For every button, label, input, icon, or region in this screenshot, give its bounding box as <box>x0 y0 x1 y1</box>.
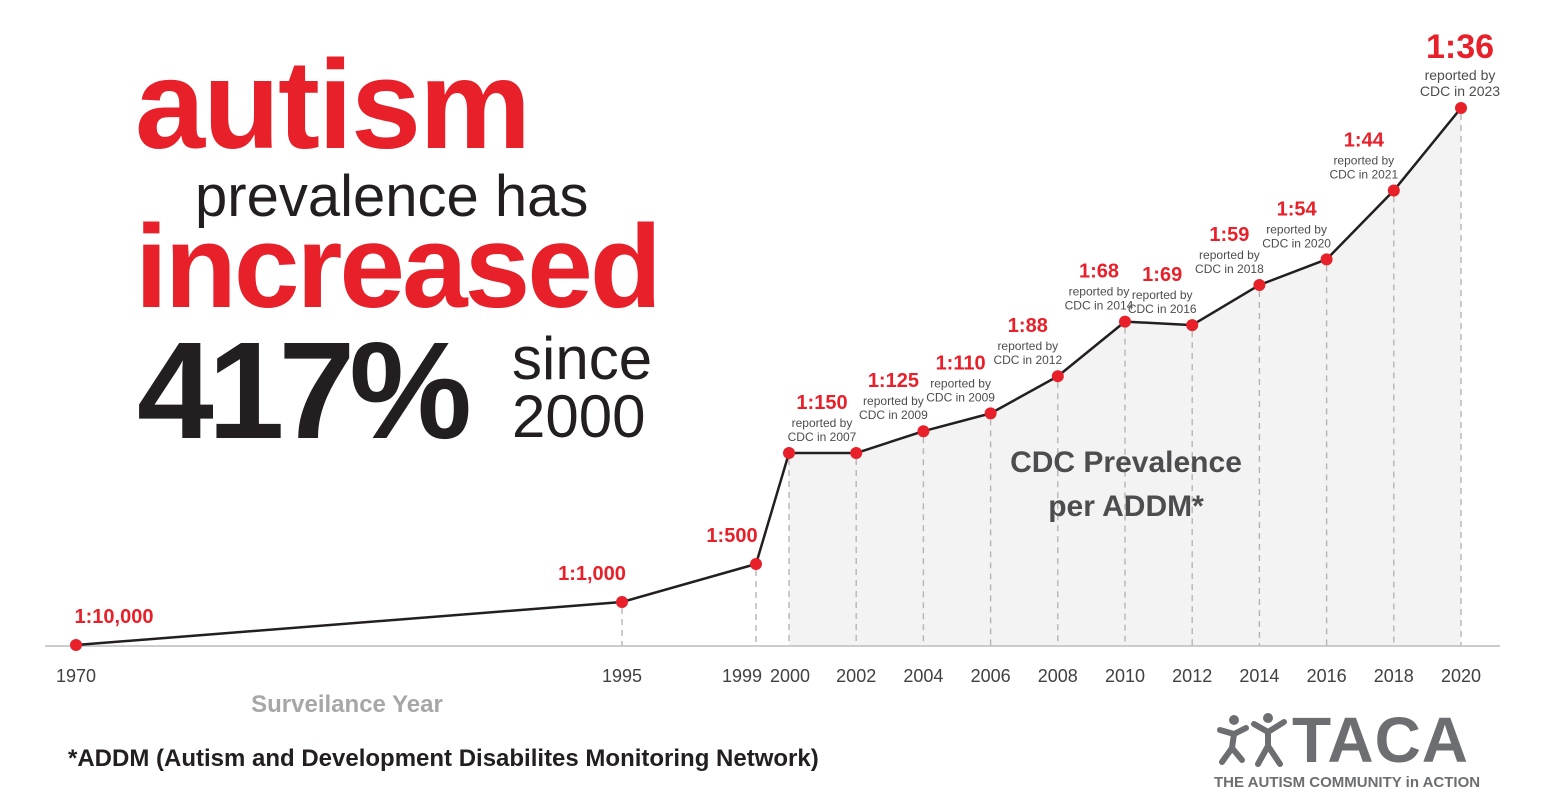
x-tick-2014: 2014 <box>1239 666 1279 686</box>
x-axis-label: Surveilance Year <box>251 691 443 718</box>
data-point-1970 <box>70 639 82 651</box>
logo-wordmark: TACA <box>1292 704 1469 776</box>
x-tick-2010: 2010 <box>1105 666 1145 686</box>
x-tick-2018: 2018 <box>1374 666 1414 686</box>
data-note-2006-a: reported by <box>930 376 991 390</box>
data-note-2012-a: reported by <box>1132 288 1193 302</box>
headline-since-year: since 2000 <box>512 325 653 450</box>
x-tick-2006: 2006 <box>971 666 1011 686</box>
data-label-1995: 1:1,000 <box>558 563 626 585</box>
data-note-2006-b: CDC in 2009 <box>926 390 995 404</box>
data-label-2012: 1:69 <box>1142 264 1182 286</box>
headline-percentage: 417% <box>137 314 472 468</box>
data-point-2016 <box>1320 253 1333 266</box>
data-note-2012-b: CDC in 2016 <box>1128 302 1197 316</box>
data-note-2010-b: CDC in 2014 <box>1065 299 1134 313</box>
data-label-2004: 1:125 <box>868 370 919 392</box>
data-label-2018: 1:44 <box>1344 130 1385 152</box>
footnote: *ADDM (Autism and Development Disabilite… <box>68 745 819 772</box>
data-note-2014-a: reported by <box>1199 248 1260 262</box>
data-label-2020: 1:36 <box>1426 28 1494 66</box>
data-point-2010 <box>1119 315 1131 328</box>
x-tick-2004: 2004 <box>903 666 943 686</box>
x-tick-2000: 2000 <box>770 666 810 686</box>
headline-autism: autism <box>135 34 531 175</box>
data-point-2000 <box>783 447 795 460</box>
data-note-2010-a: reported by <box>1069 285 1130 299</box>
data-point-2008 <box>1051 370 1064 383</box>
data-point-2012 <box>1186 319 1199 332</box>
headline-year: 2000 <box>512 383 646 450</box>
data-note-2000-b: CDC in 2007 <box>788 430 857 444</box>
data-label-2016: 1:54 <box>1277 198 1318 220</box>
x-tick-2020: 2020 <box>1441 666 1481 686</box>
data-note-2004-b: CDC in 2009 <box>859 408 928 422</box>
chart-title-line-1: CDC Prevalence <box>1010 446 1242 479</box>
data-note-2008-a: reported by <box>997 339 1058 353</box>
people-figures-icon <box>1217 713 1287 767</box>
data-point-2014 <box>1253 278 1266 291</box>
data-note-2000-a: reported by <box>792 416 853 430</box>
data-note-2020-a: reported by <box>1425 67 1496 83</box>
chart-title-line-2: per ADDM* <box>1048 490 1204 523</box>
data-note-2020-b: CDC in 2023 <box>1420 83 1500 99</box>
headline-since: since <box>512 325 653 392</box>
x-tick-1970: 1970 <box>56 666 96 686</box>
data-note-2018-a: reported by <box>1333 154 1394 168</box>
x-tick-2002: 2002 <box>836 666 876 686</box>
data-label-2014: 1:59 <box>1209 224 1249 246</box>
data-note-2014-b: CDC in 2018 <box>1195 262 1264 276</box>
data-note-2008-b: CDC in 2012 <box>993 353 1062 367</box>
data-point-2020 <box>1455 102 1467 115</box>
data-label-2006: 1:110 <box>936 352 986 374</box>
data-point-2002 <box>850 447 863 460</box>
x-tick-1999: 1999 <box>722 666 762 686</box>
data-label-2010: 1:68 <box>1079 261 1119 283</box>
data-label-1999: 1:500 <box>706 525 757 547</box>
data-note-2018-b: CDC in 2021 <box>1329 168 1398 182</box>
headline-prevalence-has: prevalence has <box>195 164 589 229</box>
data-point-2004 <box>917 425 930 438</box>
x-tick-2012: 2012 <box>1172 666 1212 686</box>
data-note-2016-a: reported by <box>1266 222 1327 236</box>
data-point-1999 <box>750 558 762 570</box>
prevalence-series-line <box>75 107 1462 647</box>
data-point-1995 <box>616 596 628 608</box>
data-label-1970: 1:10,000 <box>75 606 154 628</box>
data-point-2006 <box>984 407 997 420</box>
headline-increased: increased <box>135 201 662 333</box>
x-tick-1995: 1995 <box>602 666 642 686</box>
data-label-2008: 1:88 <box>1008 315 1048 337</box>
taca-logo: TACA THE AUTISM COMMUNITY in ACTION <box>1212 708 1512 798</box>
data-point-2018 <box>1387 184 1400 197</box>
data-label-2000: 1:150 <box>796 392 847 414</box>
x-tick-2008: 2008 <box>1038 666 1078 686</box>
logo-tagline: THE AUTISM COMMUNITY in ACTION <box>1214 774 1481 791</box>
x-tick-2016: 2016 <box>1307 666 1347 686</box>
data-note-2004-a: reported by <box>863 394 924 408</box>
data-note-2016-b: CDC in 2020 <box>1262 236 1331 250</box>
